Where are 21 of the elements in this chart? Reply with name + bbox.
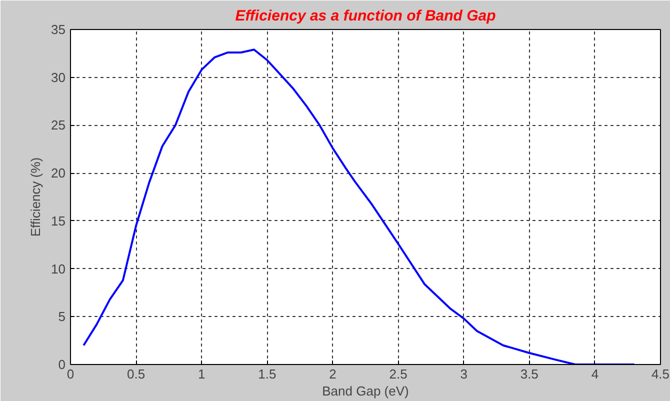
y-tick-label: 15 bbox=[51, 213, 66, 228]
y-tick-label: 20 bbox=[51, 166, 66, 181]
y-tick-label: 25 bbox=[51, 118, 66, 133]
x-tick-label: 2.5 bbox=[389, 366, 408, 382]
y-tick-label: 35 bbox=[51, 22, 66, 37]
x-tick-label: 3.5 bbox=[520, 366, 538, 382]
x-axis-title: Band Gap (eV) bbox=[322, 384, 409, 398]
y-tick-label: 0 bbox=[58, 357, 66, 372]
y-tick-label: 30 bbox=[51, 70, 66, 85]
y-axis-title: Efficiency (%) bbox=[28, 157, 44, 237]
x-tick-label: 0.5 bbox=[127, 366, 146, 382]
y-tick-label: 10 bbox=[51, 261, 66, 276]
x-tick-label: 1.5 bbox=[258, 366, 276, 382]
line-series bbox=[82, 48, 636, 364]
x-tick-label: 4.5 bbox=[651, 366, 670, 382]
x-tick-label: 2 bbox=[329, 366, 336, 382]
chart-title: Efficiency as a function of Band Gap bbox=[235, 8, 496, 24]
x-tick-label: 3 bbox=[460, 366, 468, 382]
y-tick-label: 5 bbox=[58, 309, 66, 324]
x-tick-label: 1 bbox=[198, 366, 206, 382]
x-tick-label: 4 bbox=[591, 366, 599, 382]
